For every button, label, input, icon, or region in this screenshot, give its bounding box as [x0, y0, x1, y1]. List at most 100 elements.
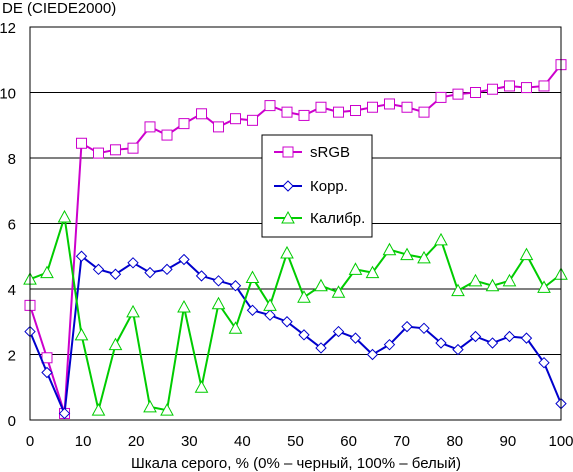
- data-point-triangle: [537, 280, 551, 293]
- x-tick-label: 100: [548, 433, 573, 450]
- data-point-diamond: [75, 250, 88, 262]
- data-point-triangle: [126, 304, 140, 318]
- data-point-square: [520, 82, 532, 94]
- data-point-square: [281, 106, 293, 118]
- data-point-triangle: [40, 265, 54, 279]
- data-point-diamond: [520, 332, 533, 344]
- data-point-triangle: [400, 247, 414, 261]
- x-tick-label: 0: [26, 433, 34, 450]
- data-point-diamond: [161, 263, 173, 276]
- data-point-square: [401, 101, 413, 113]
- data-point-square: [315, 101, 327, 113]
- data-point-diamond: [418, 322, 430, 335]
- data-point-triangle: [451, 283, 465, 297]
- data-point-triangle: [57, 209, 72, 223]
- data-point-diamond: [109, 268, 122, 280]
- data-point-triangle: [177, 299, 191, 313]
- x-tick-labels: 0 10 20 30 40 50 60 70 80 90 100: [26, 433, 573, 450]
- y-tick-label: 8: [8, 151, 16, 168]
- data-point-square: [435, 91, 447, 103]
- y-tick-label: 0: [8, 413, 16, 430]
- data-point-diamond: [212, 275, 225, 287]
- data-point-triangle: [91, 403, 106, 416]
- data-point-diamond: [246, 304, 259, 316]
- data-point-diamond: [538, 356, 550, 369]
- data-point-diamond: [469, 330, 482, 343]
- data-point-triangle: [382, 242, 397, 256]
- data-point-square: [92, 147, 104, 159]
- y-tick-labels: 0 2 4 6 8 10 12: [0, 20, 16, 430]
- data-point-square: [178, 118, 190, 130]
- data-point-square: [470, 87, 482, 98]
- data-point-square: [264, 100, 276, 112]
- data-point-triangle: [160, 403, 174, 416]
- legend-label-triangle: Калибр.: [310, 210, 365, 227]
- y-tick-label: 12: [0, 20, 16, 37]
- data-point-square: [246, 114, 258, 126]
- data-point-square: [144, 121, 156, 133]
- x-tick-label: 80: [446, 433, 463, 450]
- data-point-triangle: [434, 232, 448, 246]
- x-axis-label: Шкала серого, % (0% – черный, 100% – бел…: [131, 455, 461, 472]
- data-point-diamond: [58, 407, 71, 420]
- data-point-diamond: [349, 332, 362, 344]
- x-tick-label: 90: [500, 433, 517, 450]
- data-point-diamond: [144, 266, 156, 279]
- legend-label-square: sRGB: [310, 144, 350, 161]
- data-point-diamond: [178, 253, 190, 266]
- x-tick-label: 30: [181, 433, 198, 450]
- data-point-triangle: [348, 262, 363, 275]
- data-point-diamond: [92, 263, 105, 276]
- data-point-square: [127, 142, 139, 154]
- data-point-triangle: [331, 285, 346, 298]
- data-point-square: [161, 129, 173, 141]
- data-point-triangle: [314, 278, 328, 292]
- data-point-square: [229, 113, 241, 125]
- data-point-triangle: [228, 321, 243, 334]
- data-point-triangle: [108, 337, 123, 351]
- data-point-square: [196, 108, 208, 120]
- data-point-diamond: [264, 309, 276, 321]
- data-point-diamond: [41, 366, 53, 379]
- data-point-diamond: [127, 257, 139, 269]
- data-point-triangle: [211, 296, 226, 310]
- series-diamond: [24, 250, 567, 420]
- data-point-triangle: [417, 250, 431, 264]
- data-point-square: [538, 80, 550, 92]
- data-point-diamond: [486, 337, 499, 349]
- data-point-square: [452, 88, 464, 100]
- data-point-square: [333, 106, 345, 118]
- y-tick-label: 4: [8, 282, 16, 299]
- data-point-square: [418, 106, 430, 118]
- data-point-triangle: [194, 380, 209, 393]
- data-point-diamond: [332, 325, 345, 338]
- data-point-diamond: [452, 343, 464, 356]
- data-point-diamond: [229, 280, 242, 292]
- data-point-square: [383, 98, 395, 110]
- data-point-triangle: [74, 327, 89, 341]
- data-point-diamond: [383, 338, 396, 351]
- data-point-diamond: [401, 320, 413, 333]
- data-point-square: [366, 101, 378, 113]
- x-tick-label: 20: [128, 433, 145, 450]
- x-tick-label: 60: [340, 433, 357, 450]
- data-point-diamond: [503, 330, 516, 343]
- y-axis-label: DE (CIEDE2000): [2, 0, 116, 17]
- data-point-diamond: [281, 316, 293, 328]
- legend-marker-triangle: [281, 210, 295, 224]
- data-point-square: [298, 109, 310, 121]
- x-tick-label: 10: [75, 433, 92, 450]
- data-point-square: [41, 352, 53, 364]
- data-point-square: [76, 137, 88, 149]
- legend-marker-square: [282, 146, 294, 158]
- data-point-triangle: [365, 265, 380, 279]
- data-point-diamond: [195, 270, 208, 282]
- y-tick-label: 2: [8, 348, 16, 365]
- data-point-triangle: [468, 273, 483, 287]
- x-tick-label: 50: [287, 433, 304, 450]
- data-point-diamond: [366, 348, 379, 361]
- legend-marker-diamond: [282, 180, 294, 192]
- data-point-triangle: [485, 278, 500, 292]
- data-point-diamond: [298, 329, 310, 341]
